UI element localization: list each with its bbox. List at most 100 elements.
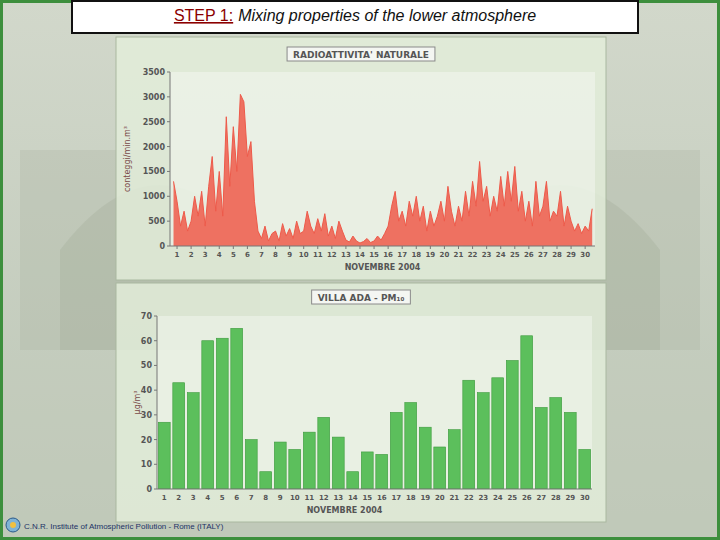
y-tick-label: 50 <box>141 361 153 370</box>
x-tick-label: 3 <box>191 494 196 502</box>
bar <box>390 412 402 489</box>
x-tick-label: 29 <box>565 494 575 502</box>
x-tick-label: 18 <box>411 251 421 259</box>
x-tick-label: 19 <box>425 251 435 259</box>
header-title: STEP 1:Mixing properties of the lower at… <box>174 7 536 24</box>
bar <box>332 437 344 489</box>
chart: VILLA ADA - PM₁₀010203040506070µg/m³1234… <box>116 283 606 522</box>
marks <box>174 94 593 246</box>
bar <box>405 403 417 490</box>
x-tick-label: 25 <box>507 494 517 502</box>
x-tick-label: 24 <box>493 494 503 502</box>
bar <box>434 447 446 489</box>
y-axis-label: µg/m³ <box>133 391 142 415</box>
x-tick-label: 14 <box>355 251 365 259</box>
x-tick-label: 22 <box>468 251 478 259</box>
x-tick-label: 23 <box>482 251 492 259</box>
y-tick-label: 0 <box>146 485 152 494</box>
y-tick-label: 3000 <box>143 93 166 102</box>
x-tick-label: 24 <box>496 251 506 259</box>
x-tick-label: 23 <box>478 494 488 502</box>
x-tick-label: 30 <box>580 494 590 502</box>
chart-title: RADIOATTIVITA' NATURALE <box>293 50 429 60</box>
y-tick-label: 10 <box>141 460 153 469</box>
y-axis <box>170 72 171 246</box>
bar <box>477 393 489 489</box>
x-tick-label: 18 <box>406 494 416 502</box>
x-tick-label: 4 <box>205 494 210 502</box>
x-axis-title: NOVEMBRE 2004 <box>345 263 421 272</box>
x-tick-label: 27 <box>538 251 548 259</box>
x-tick-label: 12 <box>327 251 337 259</box>
x-tick-label: 19 <box>420 494 430 502</box>
page-border <box>2 2 719 539</box>
plot-area <box>157 316 592 489</box>
header-box <box>72 1 638 33</box>
x-tick-label: 28 <box>551 494 561 502</box>
logo <box>6 518 20 532</box>
bar <box>521 336 533 489</box>
x-tick-label: 7 <box>249 494 254 502</box>
x-tick-label: 22 <box>464 494 474 502</box>
x-tick-label: 27 <box>536 494 546 502</box>
bar <box>361 452 373 489</box>
y-tick-label: 40 <box>141 386 153 395</box>
x-tick-label: 4 <box>217 251 222 259</box>
header-text: Mixing properties of the lower atmospher… <box>238 7 536 24</box>
bar <box>318 417 330 489</box>
area-line <box>174 94 593 243</box>
bar <box>550 398 562 489</box>
x-tick-label: 8 <box>273 251 278 259</box>
x-tick-label: 13 <box>341 251 351 259</box>
x-tick-label: 10 <box>299 251 309 259</box>
x-tick-label: 25 <box>510 251 520 259</box>
x-axis <box>170 246 595 247</box>
x-tick-label: 9 <box>287 251 292 259</box>
background <box>0 0 720 540</box>
x-tick-label: 17 <box>391 494 401 502</box>
bar <box>187 393 199 489</box>
y-tick-label: 70 <box>141 312 153 321</box>
y-tick-label: 20 <box>141 436 153 445</box>
x-axis-title: NOVEMBRE 2004 <box>307 506 383 515</box>
y-tick-label: 2500 <box>143 118 166 127</box>
x-tick-label: 14 <box>348 494 358 502</box>
x-tick-label: 21 <box>454 251 464 259</box>
x-tick-label: 1 <box>175 251 180 259</box>
bar <box>289 449 301 489</box>
x-tick-label: 20 <box>435 494 445 502</box>
bar <box>448 430 460 489</box>
y-tick-label: 0 <box>159 242 165 251</box>
bar <box>564 412 576 489</box>
footer-text: C.N.R. Institute of Atmospheric Pollutio… <box>24 522 224 531</box>
x-tick-label: 26 <box>524 251 534 259</box>
x-tick-label: 15 <box>362 494 372 502</box>
x-tick-label: 3 <box>203 251 208 259</box>
x-tick-label: 17 <box>397 251 407 259</box>
y-tick-label: 1500 <box>143 167 166 176</box>
y-tick-label: 500 <box>148 217 165 226</box>
y-axis-label: conteggi/min.m³ <box>123 126 132 192</box>
marks <box>158 328 590 489</box>
plot-area <box>170 72 595 246</box>
x-tick-label: 2 <box>176 494 181 502</box>
bar <box>231 328 243 489</box>
title-box <box>312 290 411 304</box>
x-tick-label: 16 <box>377 494 387 502</box>
bar <box>245 440 257 489</box>
title-box <box>287 47 435 61</box>
x-tick-label: 6 <box>234 494 239 502</box>
y-tick-label: 60 <box>141 337 153 346</box>
x-tick-label: 16 <box>383 251 393 259</box>
chart: RADIOATTIVITA' NATURALE05001000150020002… <box>116 37 606 280</box>
bar <box>492 378 504 489</box>
page: STEP 1:Mixing properties of the lower at… <box>0 0 720 540</box>
bar <box>376 454 388 489</box>
x-tick-label: 15 <box>369 251 379 259</box>
x-tick-label: 6 <box>245 251 250 259</box>
x-tick-label: 11 <box>313 251 323 259</box>
x-tick-label: 7 <box>259 251 264 259</box>
bar <box>202 341 214 489</box>
x-tick-label: 8 <box>263 494 268 502</box>
area-fill <box>174 94 593 246</box>
